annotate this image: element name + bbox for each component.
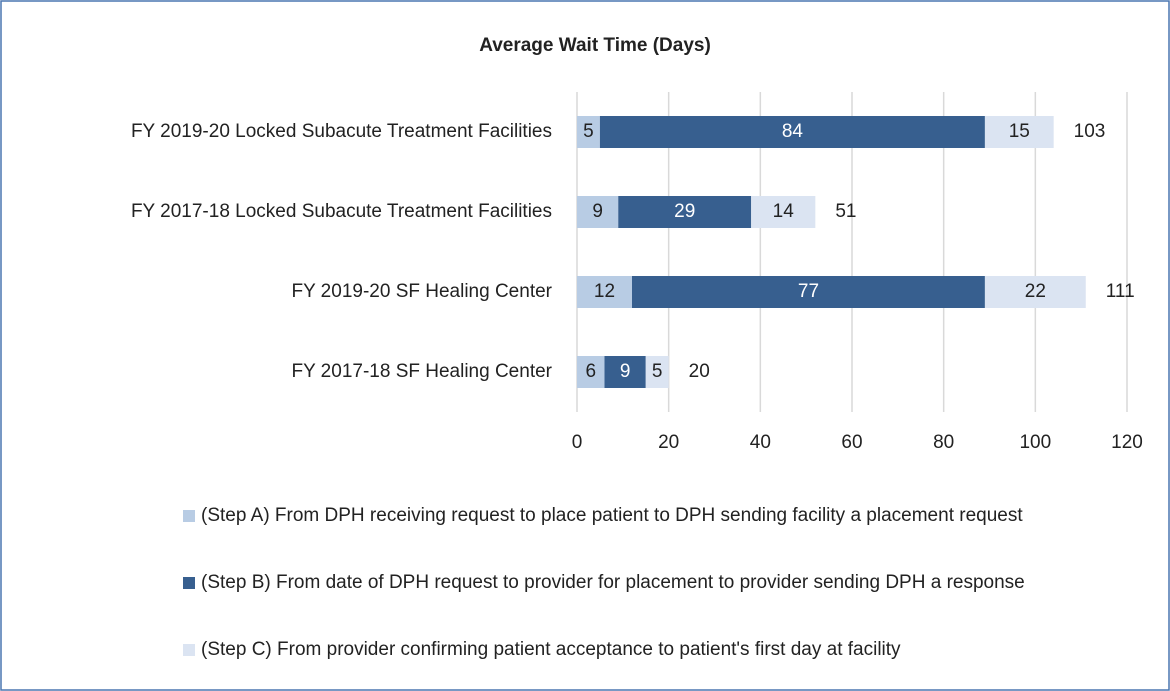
bar-segment <box>577 116 600 148</box>
y-tick-label: FY 2017-18 Locked Subacute Treatment Fac… <box>131 201 552 222</box>
x-tick-label: 80 <box>933 432 954 453</box>
bar-segment <box>577 196 619 228</box>
total-label: 111 <box>1106 281 1135 302</box>
bar-segment <box>632 276 985 308</box>
total-label: 20 <box>689 361 710 382</box>
value-label: 9 <box>620 361 631 382</box>
total-label: 103 <box>1074 121 1106 142</box>
bar-segment <box>751 196 816 228</box>
y-tick-label: FY 2019-20 Locked Subacute Treatment Fac… <box>131 121 552 142</box>
x-tick-label: 120 <box>1111 432 1143 453</box>
x-tick-label: 60 <box>841 432 862 453</box>
bar-segment <box>599 116 985 148</box>
total-label: 51 <box>835 201 856 222</box>
bar-segment <box>618 196 752 228</box>
legend-swatch <box>183 577 195 589</box>
bar-segment <box>984 116 1054 148</box>
legend-label: (Step C) From provider confirming patien… <box>201 639 901 660</box>
y-tick-label: FY 2019-20 SF Healing Center <box>291 281 552 302</box>
bar-segment <box>984 276 1086 308</box>
legend-label: (Step A) From DPH receiving request to p… <box>201 505 1023 526</box>
value-label: 77 <box>798 281 819 302</box>
x-tick-label: 0 <box>572 432 583 453</box>
bar-segment <box>577 276 632 308</box>
legend-swatch <box>183 644 195 656</box>
chart-title: Average Wait Time (Days) <box>479 35 711 56</box>
bar-segment <box>577 356 605 388</box>
value-label: 5 <box>652 361 663 382</box>
value-label: 9 <box>592 201 603 222</box>
bar-segment <box>645 356 669 388</box>
value-label: 84 <box>782 121 804 142</box>
value-label: 6 <box>585 361 596 382</box>
value-label: 22 <box>1025 281 1046 302</box>
x-tick-label: 40 <box>750 432 771 453</box>
value-label: 15 <box>1009 121 1030 142</box>
legend-swatch <box>183 510 195 522</box>
value-label: 29 <box>674 201 695 222</box>
legend-label: (Step B) From date of DPH request to pro… <box>201 572 1025 593</box>
value-label: 12 <box>594 281 615 302</box>
value-label: 14 <box>773 201 795 222</box>
y-tick-label: FY 2017-18 SF Healing Center <box>291 361 552 382</box>
value-label: 5 <box>583 121 594 142</box>
x-tick-label: 100 <box>1019 432 1051 453</box>
x-tick-label: 20 <box>658 432 679 453</box>
bar-segment <box>604 356 646 388</box>
